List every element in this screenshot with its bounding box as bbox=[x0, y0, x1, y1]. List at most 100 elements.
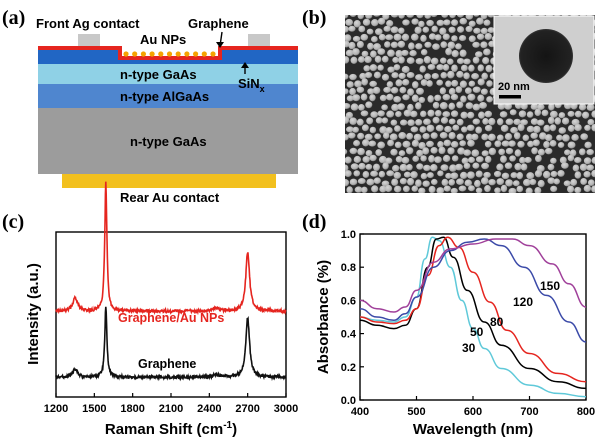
sem-particle bbox=[534, 186, 542, 193]
sem-particle bbox=[461, 126, 468, 133]
sem-particle bbox=[408, 42, 415, 50]
sem-particle bbox=[517, 123, 525, 132]
sem-particle bbox=[440, 41, 448, 49]
raman-x-tick-label: 1500 bbox=[82, 403, 106, 415]
sem-particle bbox=[402, 79, 410, 86]
sem-particle bbox=[393, 33, 402, 41]
sem-particle bbox=[391, 103, 400, 112]
sem-particle bbox=[411, 18, 419, 25]
sem-particle bbox=[364, 56, 372, 64]
abs-series-labels: 30 50 80 120 150 bbox=[462, 279, 560, 355]
sem-particle bbox=[536, 119, 545, 126]
sem-particle bbox=[365, 163, 373, 170]
sem-particle bbox=[571, 118, 580, 126]
sem-particle bbox=[591, 156, 595, 165]
sem-particle bbox=[374, 133, 382, 140]
sem-particle bbox=[348, 25, 356, 32]
sem-particle bbox=[476, 33, 485, 40]
sem-particle bbox=[442, 33, 450, 41]
sem-particle bbox=[418, 141, 426, 150]
sem-particle bbox=[456, 178, 464, 185]
sem-particle bbox=[386, 110, 395, 118]
sem-particle bbox=[460, 95, 467, 103]
sem-particle bbox=[416, 149, 424, 157]
raman-x-tick-label: 3000 bbox=[274, 403, 298, 415]
sem-particle bbox=[387, 139, 395, 147]
sem-particle bbox=[529, 178, 537, 186]
sem-particle bbox=[542, 170, 551, 179]
sem-particle bbox=[574, 171, 582, 179]
sem-particle bbox=[479, 101, 487, 109]
label-layer-gaas-top: n-type GaAs bbox=[120, 67, 197, 82]
sem-particle bbox=[415, 102, 422, 110]
sem-particle bbox=[399, 163, 408, 172]
sem-particle bbox=[550, 185, 558, 193]
sem-particle bbox=[346, 81, 354, 88]
tem-particle bbox=[519, 29, 573, 83]
sem-particle bbox=[386, 20, 394, 27]
tem-scale-bar bbox=[499, 95, 521, 99]
au-np-dot bbox=[149, 51, 155, 57]
sem-particle bbox=[494, 140, 502, 148]
sem-particle bbox=[390, 148, 398, 156]
sem-particle bbox=[572, 164, 580, 172]
sem-particle bbox=[403, 171, 411, 178]
sem-particle bbox=[505, 179, 513, 187]
sem-particle bbox=[537, 148, 545, 156]
sem-particle bbox=[390, 119, 398, 126]
sem-particle bbox=[596, 150, 600, 156]
sem-particle bbox=[422, 132, 430, 140]
sem-particle bbox=[452, 124, 460, 131]
sem-particle bbox=[530, 132, 538, 139]
sinx-layer bbox=[38, 50, 298, 64]
sem-particle bbox=[367, 42, 374, 50]
sem-particle bbox=[468, 185, 475, 192]
sem-particle bbox=[563, 180, 571, 187]
panel-label-c: (c) bbox=[2, 211, 24, 233]
sem-particle bbox=[483, 48, 491, 56]
sem-particle bbox=[465, 133, 473, 141]
sem-particle bbox=[445, 172, 452, 179]
sem-particle bbox=[504, 133, 513, 141]
sem-particle bbox=[474, 179, 481, 188]
sem-particle bbox=[415, 43, 423, 50]
sem-particle bbox=[391, 178, 399, 186]
front-contact-left bbox=[78, 34, 100, 46]
sem-particle bbox=[459, 17, 468, 25]
sem-particle bbox=[517, 140, 525, 148]
sem-particle bbox=[483, 19, 491, 26]
sem-particle bbox=[345, 88, 349, 95]
sem-particle bbox=[539, 132, 547, 140]
sem-particle bbox=[484, 155, 492, 163]
sem-particle bbox=[450, 110, 459, 118]
sem-particle bbox=[518, 110, 527, 118]
raman-series-label-graphene: Graphene bbox=[138, 357, 196, 371]
sem-particle bbox=[383, 25, 391, 32]
au-nanoparticles bbox=[123, 51, 216, 57]
label-rear-contact: Rear Au contact bbox=[120, 190, 220, 205]
sem-particle bbox=[428, 185, 436, 193]
sem-particle bbox=[381, 55, 389, 63]
sem-particle bbox=[406, 164, 413, 171]
sem-particle bbox=[377, 141, 386, 149]
sem-particle bbox=[586, 148, 594, 156]
sem-particle bbox=[345, 116, 350, 124]
au-np-dot bbox=[201, 51, 207, 57]
sem-particle bbox=[567, 185, 575, 193]
sem-particle bbox=[557, 141, 565, 149]
sem-particle bbox=[480, 177, 489, 185]
sem-particle bbox=[424, 15, 432, 19]
sem-particle bbox=[420, 110, 427, 118]
sem-particle bbox=[348, 41, 356, 50]
sem-particle bbox=[564, 149, 571, 156]
sem-particle bbox=[375, 149, 383, 157]
sem-particle bbox=[583, 171, 591, 178]
sem-particle bbox=[395, 79, 403, 87]
abs-x-tick-label: 600 bbox=[464, 406, 482, 418]
sem-particle bbox=[350, 103, 359, 111]
sem-particle bbox=[345, 18, 354, 26]
sem-particle bbox=[596, 41, 600, 47]
sem-particle bbox=[418, 96, 426, 104]
sem-particle bbox=[583, 184, 592, 193]
sem-particle bbox=[345, 25, 349, 33]
